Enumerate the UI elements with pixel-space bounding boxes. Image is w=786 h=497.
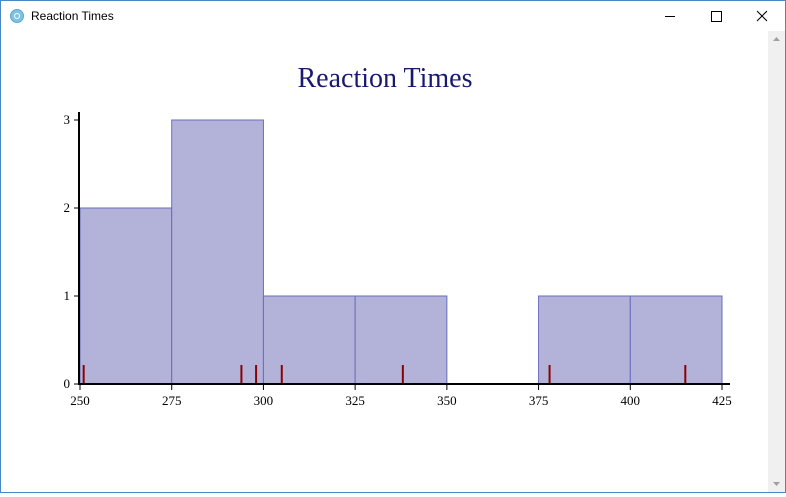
y-tick-label: 1 xyxy=(64,288,71,303)
x-tick-label: 400 xyxy=(621,393,641,408)
scroll-up-arrow-icon xyxy=(773,37,780,41)
histogram-bar xyxy=(629,295,723,385)
y-tick-label: 2 xyxy=(64,200,71,215)
x-tick-label: 325 xyxy=(345,393,365,408)
x-tick-label: 425 xyxy=(712,393,732,408)
close-icon xyxy=(756,10,768,22)
histogram-bar xyxy=(538,295,631,385)
maximize-button[interactable] xyxy=(693,1,739,31)
scroll-down-arrow-icon xyxy=(773,482,780,486)
y-tick-label: 0 xyxy=(64,376,71,391)
close-button[interactable] xyxy=(739,1,785,31)
chart-title: Reaction Times xyxy=(297,63,472,94)
histogram-bar xyxy=(262,295,356,385)
window-title: Reaction Times xyxy=(31,9,114,23)
histogram-bar xyxy=(171,119,264,385)
title-bar[interactable]: Reaction Times xyxy=(1,1,785,31)
x-tick-label: 300 xyxy=(254,393,274,408)
maximize-icon xyxy=(711,11,722,22)
minimize-icon xyxy=(665,16,675,17)
x-tick-label: 250 xyxy=(70,393,90,408)
histogram-bar xyxy=(79,207,173,385)
scroll-up-button[interactable] xyxy=(768,31,785,48)
x-tick-label: 375 xyxy=(529,393,549,408)
scroll-down-button[interactable] xyxy=(768,475,785,492)
minimize-button[interactable] xyxy=(647,1,693,31)
x-tick-label: 275 xyxy=(162,393,182,408)
histogram-chart: Reaction Times 250 275 300 325 350 375 400 425 0… xyxy=(64,63,732,408)
app-icon xyxy=(10,9,24,23)
y-tick-label: 3 xyxy=(64,112,71,127)
vertical-scrollbar[interactable] xyxy=(768,31,785,492)
x-tick-label: 350 xyxy=(437,393,457,408)
histogram-bar xyxy=(354,295,448,385)
scroll-thumb[interactable] xyxy=(770,48,783,475)
